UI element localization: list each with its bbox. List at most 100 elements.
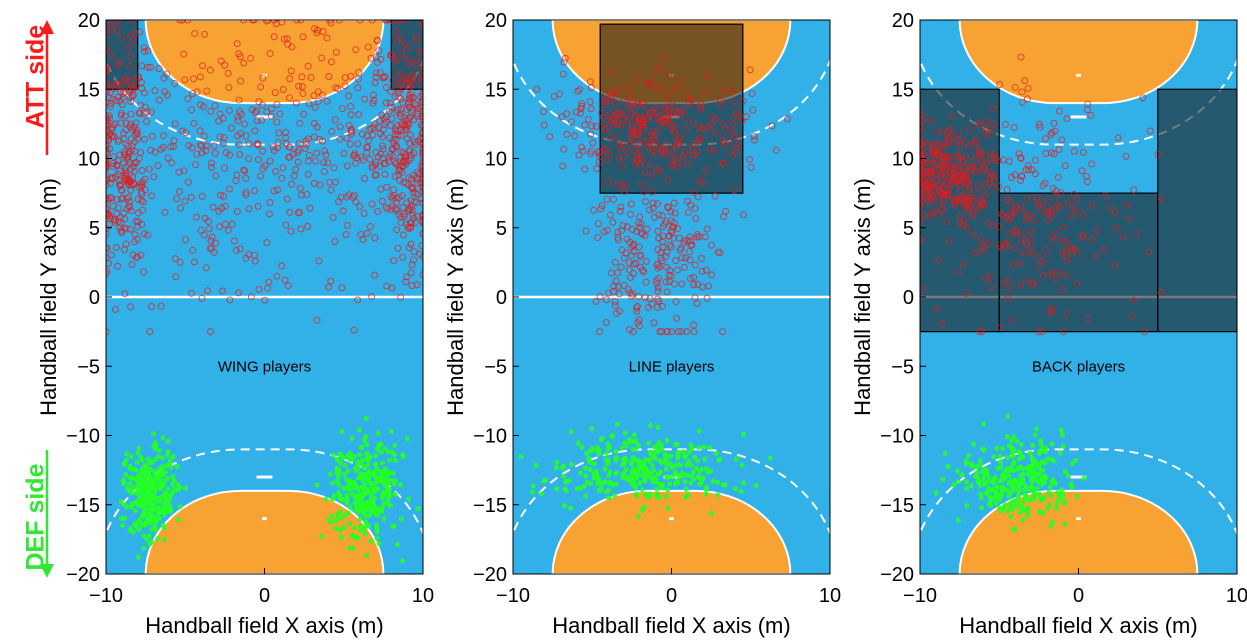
att-point [692,214,700,222]
def-point [128,526,134,532]
att-point [687,274,695,282]
att-point [199,62,207,70]
y-tick-label: −5 [77,356,100,378]
def-point [167,508,173,515]
att-point [385,107,393,115]
panel-title: WING players [218,358,311,375]
att-point [1073,279,1081,287]
att-point [407,197,415,205]
att-point [1024,84,1032,92]
att-point [974,163,982,171]
att-point [221,202,229,210]
att-point [270,20,278,24]
att-point [681,254,689,262]
def-point [996,505,1002,511]
att-point [419,158,423,166]
att-point [256,172,264,180]
att-point [633,75,641,83]
att-point [292,166,300,174]
att-point [746,66,754,74]
att-point [234,117,242,125]
def-point [1033,426,1039,432]
att-point [412,37,420,45]
att-point [340,150,348,158]
att-point [221,220,229,228]
def-point [375,505,381,512]
att-point [323,34,331,42]
att-point [251,257,259,265]
def-point [578,470,584,476]
att-point [414,191,422,199]
att-point [167,143,175,151]
def-arrow-head [40,564,54,578]
att-point [1157,289,1165,297]
att-point [319,28,327,36]
att-point [154,162,162,170]
att-point [114,93,122,101]
att-point [290,172,298,180]
att-point [687,237,695,245]
att-point [203,87,211,95]
def-point [739,462,745,468]
def-point [621,471,627,477]
att-point [127,186,135,194]
att-point [1062,252,1070,260]
att-point [411,60,419,68]
def-point [345,468,351,474]
att-point [920,141,924,149]
y-tick-label: −20 [473,564,507,586]
att-point [735,140,743,148]
att-trajectories [533,53,791,336]
att-point [945,125,953,133]
def-point [715,492,721,498]
def-point [666,481,673,487]
def-point [655,424,661,430]
att-point [157,145,165,153]
att-point [697,254,705,262]
att-point [1035,262,1043,270]
def-point [362,518,369,525]
att-point [658,302,666,310]
att-point [1023,213,1031,221]
att-point [327,58,335,66]
att-point [296,208,304,216]
att-point [383,183,391,191]
def-point [356,427,362,433]
att-point [934,150,942,158]
att-point [354,140,362,148]
att-point [279,164,287,172]
att-point [676,134,684,142]
att-point [655,211,663,219]
att-point [236,245,244,253]
att-point [718,101,726,109]
def-point [1049,479,1055,485]
def-point [362,490,368,497]
att-point [216,133,224,141]
def-point [156,483,162,489]
att-point [610,121,618,129]
att-point [371,79,379,87]
att-point [587,84,595,92]
att-point [636,213,644,221]
att-point [327,186,335,194]
att-point [106,142,110,150]
att-point [1048,268,1056,276]
att-point [235,96,243,104]
att-point [602,318,610,326]
att-point [106,193,114,201]
att-point [405,244,413,252]
def-point [174,464,180,470]
att-point [653,108,661,116]
att-point [254,141,262,149]
def-point [147,541,153,547]
def-point [991,454,997,460]
att-point [140,110,148,118]
att-point [106,175,110,183]
att-point [312,157,320,165]
att-point [1039,257,1047,265]
def-point [740,480,747,486]
y-tick-label: 0 [496,287,507,309]
att-point [305,100,313,108]
def-point [1011,459,1017,466]
att-point [332,84,340,92]
